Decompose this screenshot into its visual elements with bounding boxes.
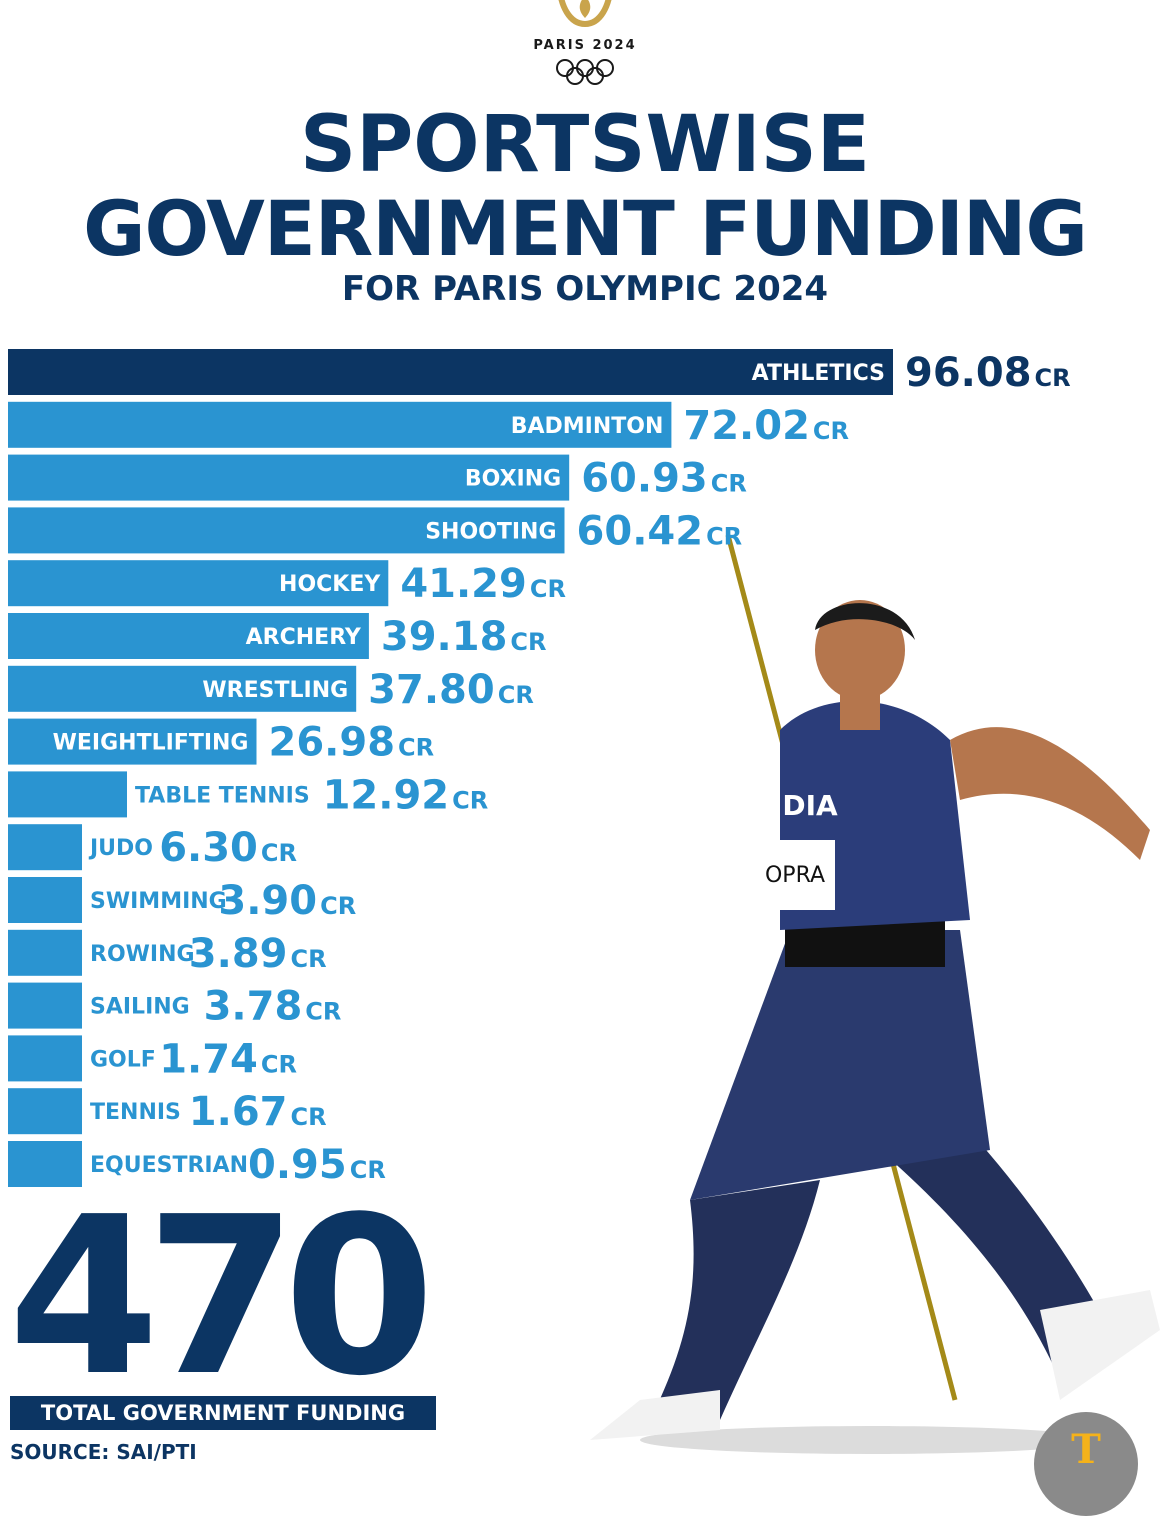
value-unit: CR xyxy=(813,417,849,445)
source-note: SOURCE: SAI/PTI xyxy=(10,1440,197,1464)
logo-text: PARIS 2024 xyxy=(533,38,637,53)
bar-boxing xyxy=(8,454,570,501)
bar-athletics xyxy=(8,349,893,395)
value-label: 3.89 CR xyxy=(189,931,327,977)
category-label: ARCHERY xyxy=(246,625,362,650)
value-label: 96.08 CR xyxy=(905,350,1071,396)
value-unit: CR xyxy=(452,786,488,814)
category-label: TENNIS xyxy=(90,1100,181,1125)
flame-emblem-icon xyxy=(558,0,612,28)
bar-sailing xyxy=(8,982,82,1029)
value-label: 72.02 CR xyxy=(683,403,849,449)
bar-judo xyxy=(8,824,82,871)
chart-subtitle: FOR PARIS OLYMPIC 2024 xyxy=(341,269,829,309)
value-unit: CR xyxy=(305,998,341,1026)
category-label: JUDO xyxy=(88,836,153,861)
category-label: ATHLETICS xyxy=(752,361,885,386)
value-label: 60.42 CR xyxy=(577,508,743,554)
category-label: SHOOTING xyxy=(425,519,556,544)
value-label: 12.92 CR xyxy=(323,772,489,818)
category-label: SAILING xyxy=(90,995,190,1020)
watermark-letter: T xyxy=(1071,1426,1101,1473)
total-funding-value: 470 xyxy=(8,1171,435,1424)
value-unit: CR xyxy=(498,681,534,709)
chart-title-line-1: SPORTSWISE xyxy=(299,100,871,190)
category-label: TABLE TENNIS xyxy=(135,783,310,808)
bar-weightlifting xyxy=(8,718,257,765)
value-unit: CR xyxy=(1035,364,1071,392)
category-label: WEIGHTLIFTING xyxy=(53,731,249,756)
category-label: HOCKEY xyxy=(279,572,381,597)
bar-rowing xyxy=(8,929,82,976)
athlete-photo: OPRA DIA xyxy=(590,534,1160,1454)
value-label: 26.98 CR xyxy=(269,720,435,766)
value-label: 3.78 CR xyxy=(204,984,342,1030)
bar-shooting xyxy=(8,507,565,554)
value-unit: CR xyxy=(320,892,356,920)
jersey-text: DIA xyxy=(782,789,838,822)
value-unit: CR xyxy=(261,1050,297,1078)
bar-badminton xyxy=(8,401,672,448)
bar-archery xyxy=(8,613,369,659)
value-unit: CR xyxy=(350,1156,386,1184)
watermark-logo: T xyxy=(1034,1412,1138,1516)
bar-golf xyxy=(8,1035,82,1082)
value-unit: CR xyxy=(711,470,747,498)
value-label: 1.74 CR xyxy=(159,1036,297,1082)
bar-equestrian xyxy=(8,1141,82,1187)
value-label: 37.80 CR xyxy=(368,667,534,713)
paris-2024-logo: PARIS 2024 xyxy=(520,0,650,95)
value-unit: CR xyxy=(291,1103,327,1131)
category-label: BOXING xyxy=(465,467,561,492)
bar-hockey xyxy=(8,560,389,607)
total-funding-label: TOTAL GOVERNMENT FUNDING xyxy=(10,1396,436,1430)
value-unit: CR xyxy=(291,945,327,973)
value-label: 6.30 CR xyxy=(159,825,297,871)
value-unit: CR xyxy=(530,575,566,603)
value-unit: CR xyxy=(261,839,297,867)
value-unit: CR xyxy=(398,734,434,762)
value-label: 3.90 CR xyxy=(218,878,356,924)
value-unit: CR xyxy=(706,522,742,550)
category-label: WRESTLING xyxy=(202,678,348,703)
chart-title-line-2: GOVERNMENT FUNDING xyxy=(83,184,1088,273)
value-label: 39.18 CR xyxy=(381,614,547,660)
value-label: 60.93 CR xyxy=(581,456,747,502)
category-label: SWIMMING xyxy=(90,889,227,914)
olympic-rings-icon xyxy=(556,59,614,85)
bib-text: OPRA xyxy=(765,863,825,888)
category-label: ROWING xyxy=(90,942,195,967)
value-unit: CR xyxy=(510,628,546,656)
value-label: 41.29 CR xyxy=(400,561,566,607)
bar-table-tennis xyxy=(8,771,127,818)
bar-wrestling xyxy=(8,665,357,712)
category-label: GOLF xyxy=(90,1047,156,1072)
category-label: EQUESTRIAN xyxy=(90,1153,248,1178)
bar-swimming xyxy=(8,877,82,923)
category-label: BADMINTON xyxy=(511,414,664,439)
value-label: 1.67 CR xyxy=(189,1089,327,1135)
bar-tennis xyxy=(8,1088,82,1135)
funding-bar-chart: ATHLETICS 96.08 CR BADMINTON 72.02 CR BOXING 60… xyxy=(8,349,1071,1188)
